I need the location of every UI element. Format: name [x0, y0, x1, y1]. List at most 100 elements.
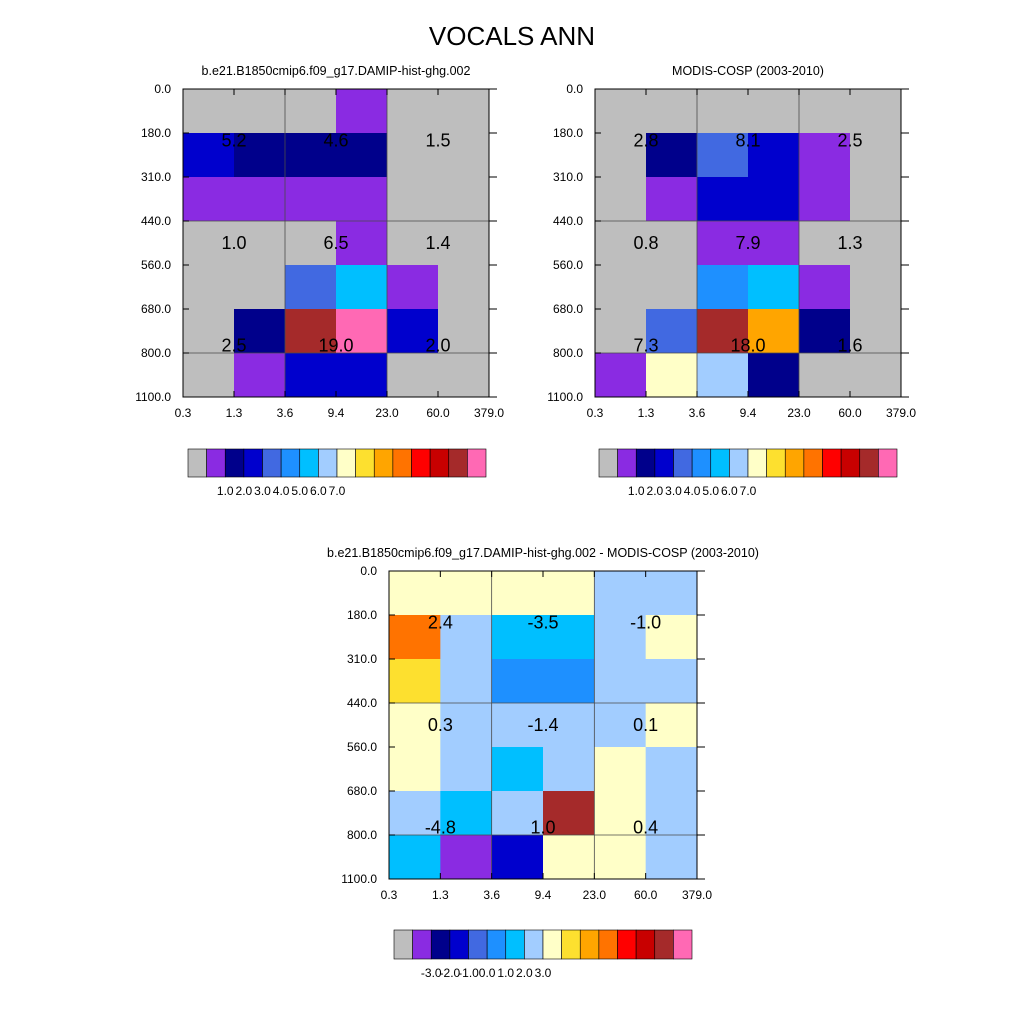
heatmap-cell [234, 221, 286, 266]
colorbar-swatch [579, 929, 600, 960]
x-tick-label: 23.0 [583, 888, 607, 902]
x-tick-label: 3.6 [483, 888, 500, 902]
colorbar-swatch [280, 448, 301, 478]
heatmap-cell [285, 309, 337, 354]
colorbar-swatch [729, 448, 749, 478]
heatmap-cell [595, 353, 647, 398]
y-tick-label: 0.0 [360, 564, 377, 578]
heatmap-cell [595, 309, 647, 354]
colorbar-label: 2.0 [647, 484, 664, 498]
colorbar-swatch [859, 448, 879, 478]
heatmap-panel-3: b.e21.B1850cmip6.f09_g17.DAMIP-hist-ghg.… [327, 546, 759, 980]
heatmap-cell [543, 703, 595, 748]
data-label: 8.1 [735, 130, 760, 150]
x-tick-label: 23.0 [375, 406, 399, 420]
heatmap-cell [645, 703, 698, 748]
heatmap-cell [697, 177, 749, 222]
heatmap-cell [595, 89, 647, 134]
heatmap-cell [491, 615, 544, 660]
colorbar-label: 7.0 [329, 484, 346, 498]
heatmap-cell [595, 177, 647, 222]
heatmap-cell [491, 835, 544, 880]
colorbar-swatch [840, 448, 861, 478]
colorbar-swatch [411, 448, 431, 478]
colorbar-swatch [747, 448, 767, 478]
y-tick-label: 680.0 [553, 302, 583, 316]
data-label: 1.0 [221, 233, 246, 253]
colorbar-swatch [635, 448, 656, 478]
data-label: 19.0 [318, 336, 353, 356]
colorbar-label: 6.0 [310, 484, 327, 498]
data-label: 0.4 [633, 818, 658, 838]
colorbar-swatch [336, 448, 356, 478]
heatmap-cell [645, 615, 698, 660]
data-label: -4.8 [425, 818, 456, 838]
data-label: 5.2 [221, 130, 246, 150]
data-label: 18.0 [730, 336, 765, 356]
y-tick-label: 310.0 [347, 652, 377, 666]
x-tick-label: 23.0 [787, 406, 811, 420]
heatmap-cell [799, 309, 851, 354]
colorbar-swatch [262, 448, 282, 478]
heatmap-cell [440, 747, 493, 792]
heatmap-cell [543, 791, 595, 836]
data-label: -1.4 [527, 715, 558, 735]
y-tick-label: 310.0 [141, 170, 171, 184]
colorbar-swatch [691, 448, 712, 478]
heatmap-cell [748, 353, 800, 398]
y-tick-label: 560.0 [141, 258, 171, 272]
heatmap-cell [697, 309, 749, 354]
heatmap-cell [645, 791, 698, 836]
colorbar-swatch [429, 448, 450, 478]
heatmap-cell [336, 309, 388, 354]
heatmap-cell [183, 89, 235, 134]
colorbar-swatch [187, 448, 207, 478]
heatmap-cell [543, 747, 595, 792]
heatmap-cell [387, 309, 439, 354]
colorbar-swatch [299, 448, 319, 478]
heatmap-cell [285, 89, 337, 134]
heatmap-cell [234, 177, 286, 222]
heatmap-cell [646, 265, 698, 310]
heatmap-cell [748, 221, 800, 266]
x-tick-label: 9.4 [535, 888, 552, 902]
y-tick-label: 180.0 [347, 608, 377, 622]
heatmap-cell [491, 571, 544, 616]
heatmap-cell [438, 353, 490, 398]
heatmap-cell [440, 791, 493, 836]
x-tick-label: 1.3 [226, 406, 243, 420]
x-tick-label: 379.0 [474, 406, 504, 420]
heatmap-cell [183, 221, 235, 266]
heatmap-cell [389, 659, 441, 704]
colorbar-label: 3.0 [535, 966, 552, 980]
heatmap-cell [234, 309, 286, 354]
heatmap-cell [389, 615, 441, 660]
heatmap-cell [594, 615, 647, 660]
colorbar-swatch [355, 448, 375, 478]
data-label: 2.5 [837, 130, 862, 150]
colorbar-label: 0.0 [479, 966, 496, 980]
colorbar-swatch [392, 448, 412, 478]
data-label: 4.6 [323, 130, 348, 150]
colorbar: 1.0 2.0 3.0 4.0 5.0 6.0 7.0 [598, 448, 898, 498]
data-label: 2.0 [425, 336, 450, 356]
heatmap-cell [543, 571, 595, 616]
x-tick-label: 9.4 [740, 406, 757, 420]
heatmap-cell [183, 353, 235, 398]
heatmap-cell [645, 835, 698, 880]
heatmap-cell [594, 835, 647, 880]
heatmap-cell [594, 791, 647, 836]
colorbar-label: 1.0 [217, 484, 234, 498]
heatmap-cell [438, 177, 490, 222]
data-label: 2.8 [633, 130, 658, 150]
data-label: 1.4 [425, 233, 450, 253]
colorbar-swatch [673, 929, 693, 960]
x-tick-label: 60.0 [426, 406, 450, 420]
heatmap-cell [336, 265, 388, 310]
heatmap-cell [697, 221, 749, 266]
heatmap-cell [646, 221, 698, 266]
heatmap-cell [387, 177, 439, 222]
heatmap-cell [491, 791, 544, 836]
heatmap-cell [336, 89, 388, 134]
heatmap-cell [285, 221, 337, 266]
